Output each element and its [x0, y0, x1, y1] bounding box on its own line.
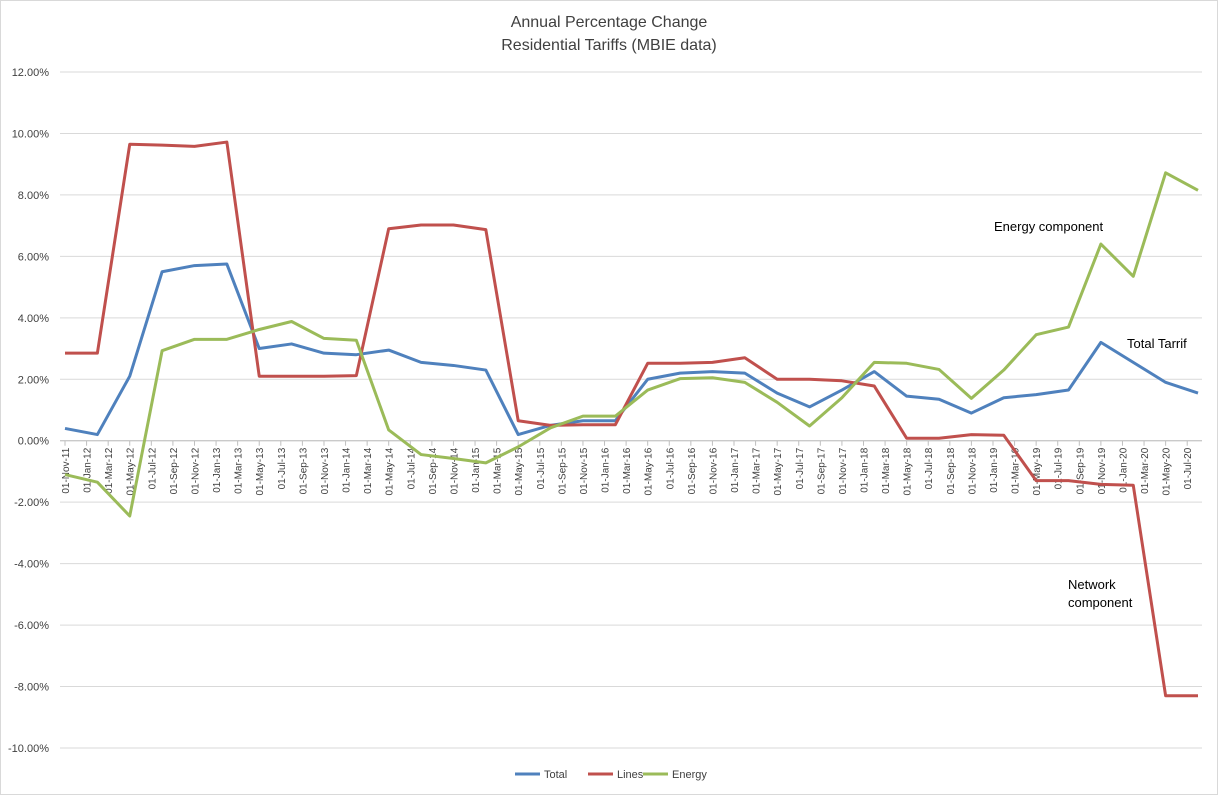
y-tick-label: 6.00% [18, 251, 49, 263]
x-tick-label: 01-Sep-12 [169, 447, 180, 494]
legend-label: Total [544, 769, 567, 781]
y-tick-label: -10.00% [8, 743, 49, 755]
x-tick-label: 01-Jul-13 [277, 447, 288, 489]
chart-title: Annual Percentage Change [511, 14, 708, 31]
x-tick-label: 01-Nov-11 [61, 447, 72, 493]
y-tick-label: -4.00% [14, 559, 49, 571]
x-tick-label: 01-Nov-17 [838, 447, 849, 494]
x-tick-label: 01-Sep-14 [428, 447, 439, 494]
annotation: Energy component [994, 219, 1104, 234]
legend-label: Lines [617, 769, 644, 781]
x-tick-label: 01-Nov-19 [1097, 447, 1108, 494]
x-tick-label: 01-Sep-16 [687, 447, 698, 494]
y-tick-label: 8.00% [18, 190, 49, 202]
x-tick-label: 01-Nov-15 [579, 447, 590, 494]
x-tick-label: 01-Sep-15 [557, 447, 568, 494]
x-tick-label: 01-Mar-12 [104, 447, 115, 494]
x-tick-label: 01-Mar-16 [622, 447, 633, 494]
x-tick-label: 01-Mar-19 [1011, 447, 1022, 494]
x-tick-label: 01-May-15 [514, 447, 525, 495]
x-tick-label: 01-Jul-19 [1054, 447, 1065, 489]
y-tick-label: 2.00% [18, 374, 49, 386]
y-tick-label: 10.00% [12, 128, 50, 140]
x-tick-label: 01-Jan-15 [471, 447, 482, 492]
y-tick-label: 4.00% [18, 313, 49, 325]
annotation: component [1068, 595, 1133, 610]
x-tick-label: 01-Nov-16 [708, 447, 719, 494]
x-tick-label: 01-Jan-16 [601, 447, 612, 492]
x-tick-label: 01-Jan-18 [859, 447, 870, 492]
x-tick-label: 01-Mar-13 [234, 447, 245, 494]
x-tick-label: 01-May-16 [644, 447, 655, 495]
y-tick-label: 12.00% [12, 67, 50, 79]
x-tick-label: 01-Sep-18 [946, 447, 957, 494]
x-tick-label: 01-Sep-17 [816, 447, 827, 494]
y-tick-label: -8.00% [14, 682, 49, 694]
y-tick-label: 0.00% [18, 436, 49, 448]
legend-label: Energy [672, 769, 707, 781]
x-tick-label: 01-Jul-18 [924, 447, 935, 489]
x-tick-label: 01-May-19 [1032, 447, 1043, 495]
x-tick-label: 01-May-20 [1162, 447, 1173, 495]
x-tick-label: 01-Jul-17 [795, 447, 806, 489]
x-tick-label: 01-Jul-12 [147, 447, 158, 489]
x-tick-label: 01-Jul-16 [665, 447, 676, 489]
x-tick-label: 01-Mar-18 [881, 447, 892, 494]
series-line [65, 140, 1198, 698]
x-tick-label: 01-Jan-14 [342, 447, 353, 492]
x-tick-label: 01-May-18 [903, 447, 914, 495]
x-tick-label: 01-May-12 [126, 447, 137, 495]
x-tick-label: 01-Jan-13 [212, 447, 223, 492]
x-tick-label: 01-May-13 [255, 447, 266, 495]
x-tick-label: 01-Jul-20 [1183, 447, 1194, 489]
x-tick-label: 01-Jul-14 [406, 447, 417, 489]
y-tick-label: -6.00% [14, 620, 49, 632]
x-tick-label: 01-Jan-17 [730, 447, 741, 492]
x-tick-label: 01-Nov-14 [449, 447, 460, 494]
x-tick-label: 01-Mar-15 [493, 447, 504, 494]
y-tick-label: -2.00% [14, 497, 49, 509]
annotation: Network [1068, 577, 1116, 592]
series-line [64, 171, 1199, 518]
x-tick-label: 01-Jan-12 [83, 447, 94, 492]
x-tick-label: 01-Mar-14 [363, 447, 374, 494]
x-tick-label: 01-Jan-20 [1118, 447, 1129, 492]
x-tick-label: 01-Nov-12 [190, 447, 201, 494]
x-tick-label: 01-Mar-17 [752, 447, 763, 494]
x-tick-label: 01-Mar-20 [1140, 447, 1151, 494]
chart-subtitle: Residential Tariffs (MBIE data) [501, 37, 717, 54]
x-tick-label: 01-Jan-19 [989, 447, 1000, 492]
annotation: Total Tarrif [1127, 336, 1187, 351]
x-tick-label: 01-May-14 [385, 447, 396, 495]
x-tick-label: 01-Jul-15 [536, 447, 547, 489]
x-tick-label: 01-Sep-13 [298, 447, 309, 494]
x-tick-label: 01-Sep-19 [1075, 447, 1086, 494]
x-tick-label: 01-May-17 [773, 447, 784, 495]
x-tick-label: 01-Nov-18 [967, 447, 978, 494]
x-tick-label: 01-Nov-13 [320, 447, 331, 494]
